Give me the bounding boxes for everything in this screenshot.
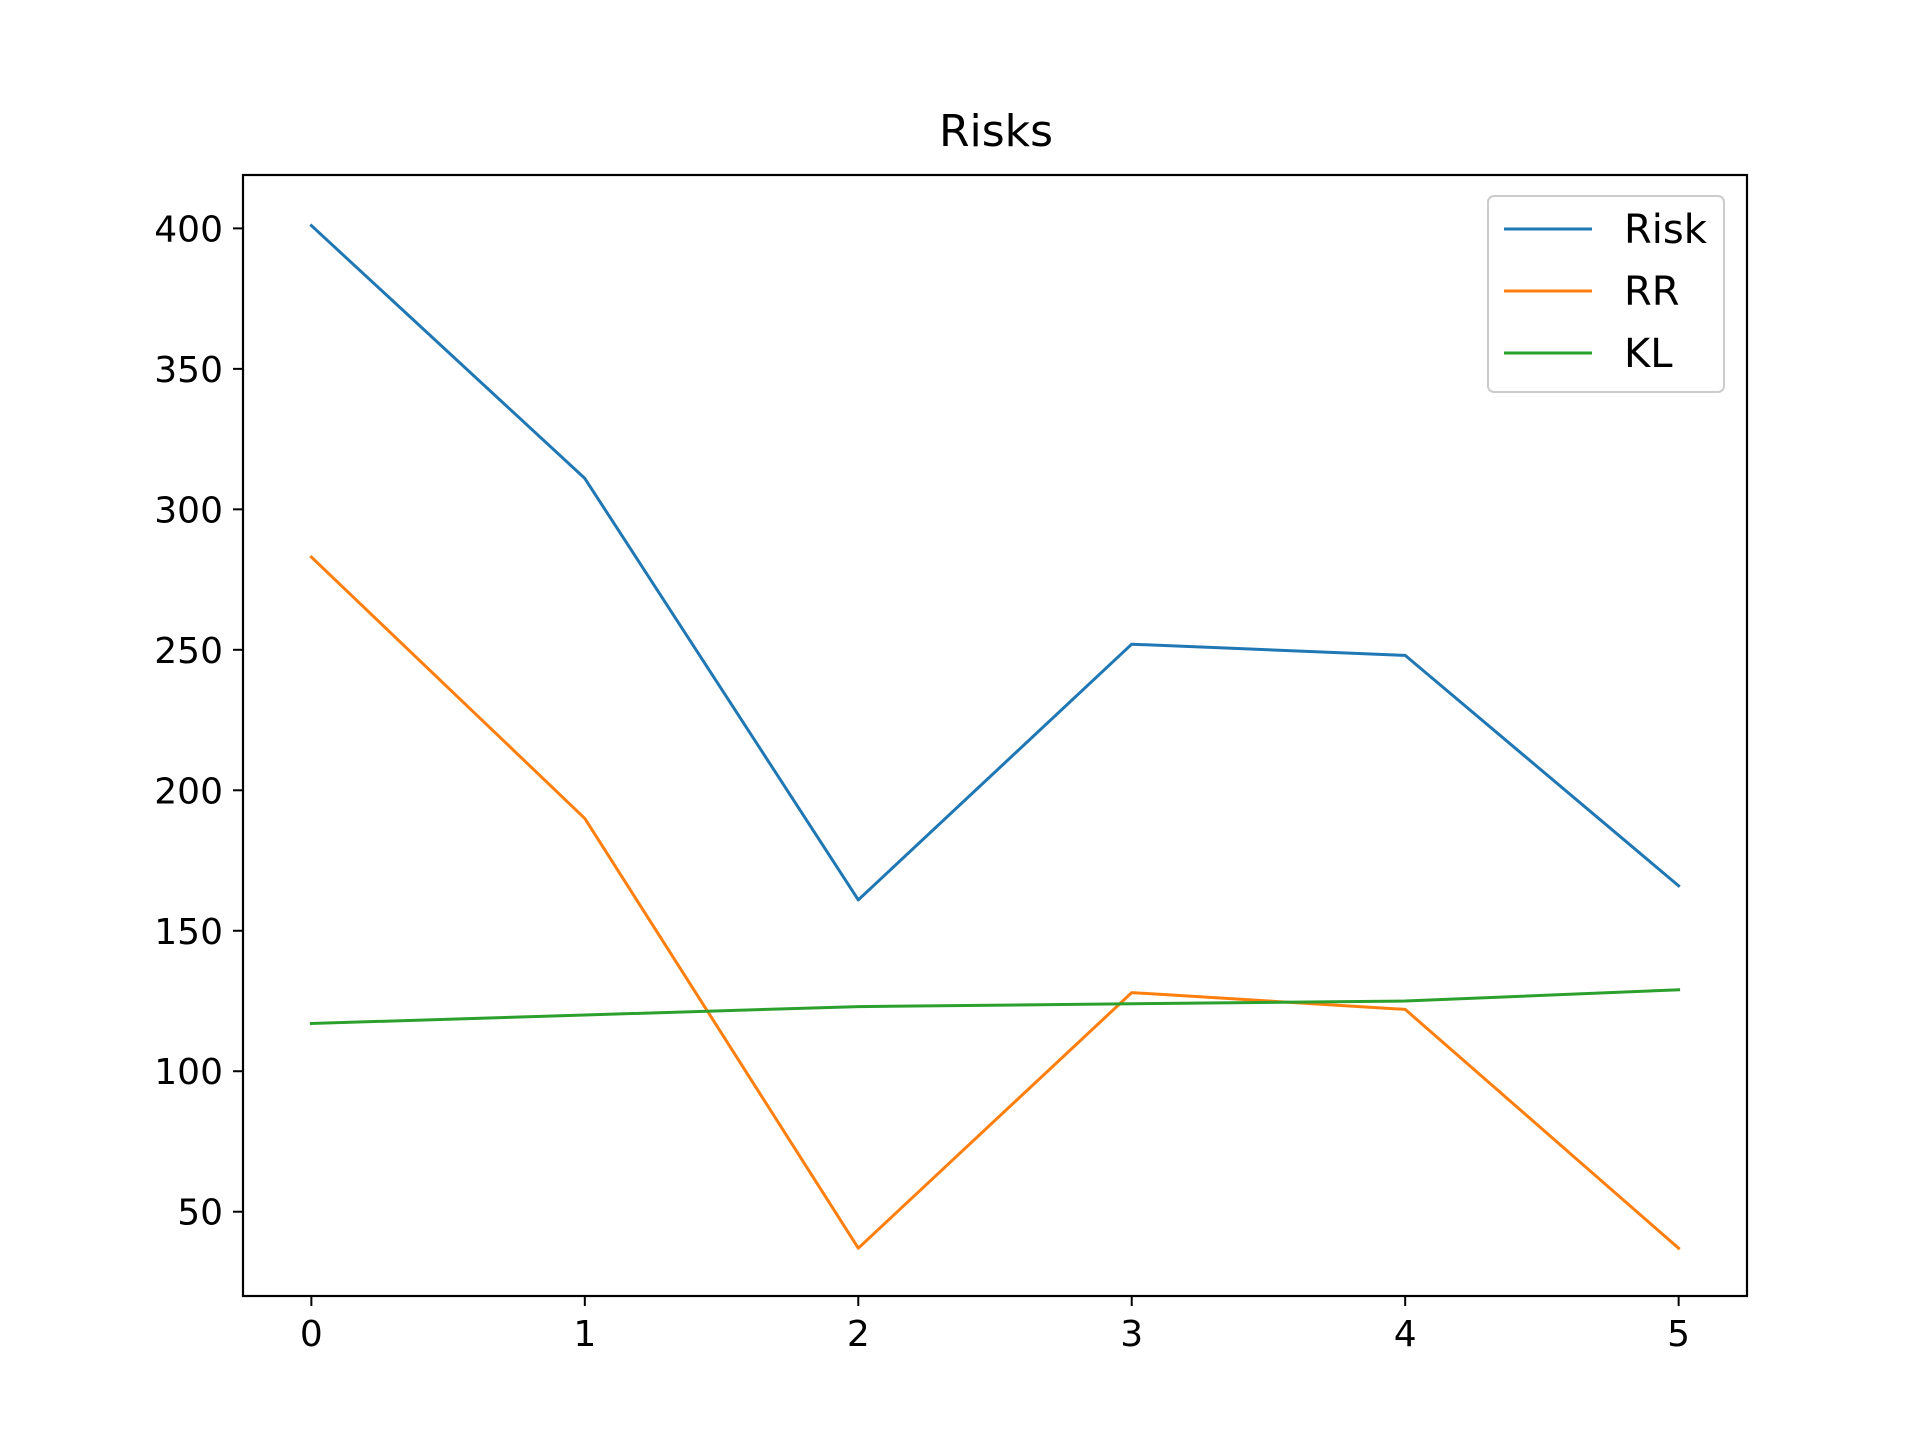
- chart-title: Risks: [939, 106, 1053, 157]
- axes-frame: [241, 173, 1749, 1298]
- x-tick-label: 2: [847, 1314, 870, 1355]
- y-tick-label: 300: [154, 490, 223, 531]
- y-tick-label: 350: [154, 350, 223, 391]
- legend-label-risk: Risk: [1624, 207, 1708, 253]
- x-tick-label: 5: [1667, 1314, 1690, 1355]
- y-tick-label: 400: [154, 209, 223, 250]
- x-tick-label: 4: [1394, 1314, 1417, 1355]
- y-tick-label: 50: [177, 1193, 223, 1234]
- series-line-rr: [309, 554, 1681, 1251]
- legend-box: [1487, 195, 1725, 393]
- legend-label-rr: RR: [1624, 269, 1680, 315]
- legend: Risk RR KL: [1487, 195, 1725, 393]
- x-tick-label: 1: [573, 1314, 596, 1355]
- y-tick-label: 200: [154, 771, 223, 812]
- axes-layer: 0 1 2 3 4 5 50 100 150 200 250 300 350 400: [154, 173, 1749, 1355]
- y-tick-label: 100: [154, 1052, 223, 1093]
- legend-label-kl: KL: [1624, 331, 1673, 377]
- x-tick-label: 0: [300, 1314, 323, 1355]
- series-layer: [309, 223, 1681, 1251]
- series-line-kl: [309, 988, 1681, 1026]
- series-line-risk: [309, 223, 1681, 902]
- y-tick-label: 150: [154, 912, 223, 953]
- x-tick-label: 3: [1120, 1314, 1143, 1355]
- y-tick-label: 250: [154, 631, 223, 672]
